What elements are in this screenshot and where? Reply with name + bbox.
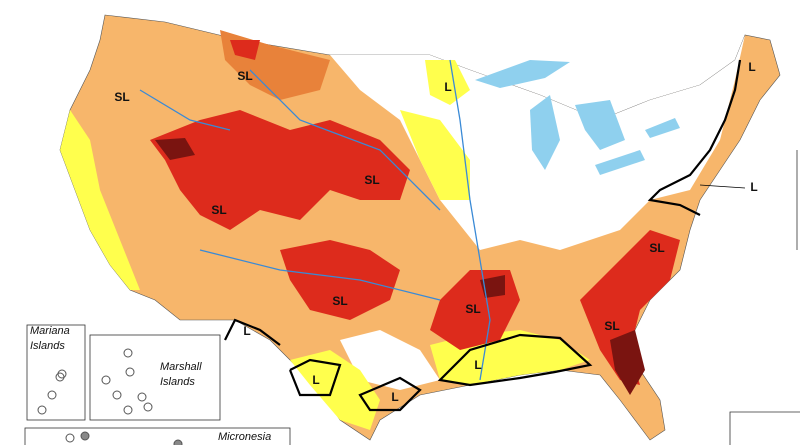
legend-frame <box>729 411 800 445</box>
islands <box>37 369 67 415</box>
impact-label: L <box>243 324 250 338</box>
impact-label: L <box>750 180 757 194</box>
abnormally-dry-area <box>60 110 140 290</box>
inset-box <box>24 427 291 445</box>
impact-label: L <box>391 390 398 404</box>
impact-boundary <box>288 358 422 412</box>
impact-boundary <box>437 333 593 387</box>
inset-title: Marshall <box>160 361 202 373</box>
extreme-drought-area <box>280 240 400 320</box>
impact-label: SL <box>465 302 480 316</box>
impact-label: SL <box>237 69 252 83</box>
impact-boundary <box>647 59 742 216</box>
exceptional-drought-area <box>480 275 505 298</box>
impact-boundary <box>224 318 281 346</box>
extreme-drought-area <box>150 110 410 230</box>
impact-label: L <box>474 358 481 372</box>
exceptional-drought-area <box>610 330 645 395</box>
lake <box>595 150 645 175</box>
impact-label: SL <box>649 241 664 255</box>
river <box>139 59 491 381</box>
inset-box <box>26 324 86 421</box>
abnormally-dry-area <box>425 60 470 105</box>
inset-title: Mariana <box>30 325 70 337</box>
inset-box <box>89 334 221 421</box>
leader-line <box>699 184 746 189</box>
extreme-drought-area <box>580 230 680 385</box>
inset-title: Islands <box>30 340 65 352</box>
abnormally-dry-area <box>290 350 380 430</box>
impact-label: L <box>748 60 755 74</box>
impact-label: SL <box>332 294 347 308</box>
impact-label: SL <box>364 173 379 187</box>
impact-label: SL <box>211 203 226 217</box>
inset-title: Micronesia <box>218 431 271 443</box>
exceptional-drought-area <box>155 138 195 160</box>
abnormally-dry-area <box>400 110 470 200</box>
lake <box>530 95 560 170</box>
extreme-drought-area <box>230 40 260 60</box>
inset-title: Islands <box>160 376 195 388</box>
impact-label: SL <box>604 319 619 333</box>
lake <box>645 118 680 138</box>
impact-label: SL <box>114 90 129 104</box>
islands <box>65 431 183 445</box>
lake <box>475 60 570 88</box>
lake <box>575 100 625 150</box>
impact-label: L <box>444 80 451 94</box>
islands <box>101 348 153 415</box>
no-drought-area <box>340 330 440 390</box>
impact-label: L <box>312 373 319 387</box>
